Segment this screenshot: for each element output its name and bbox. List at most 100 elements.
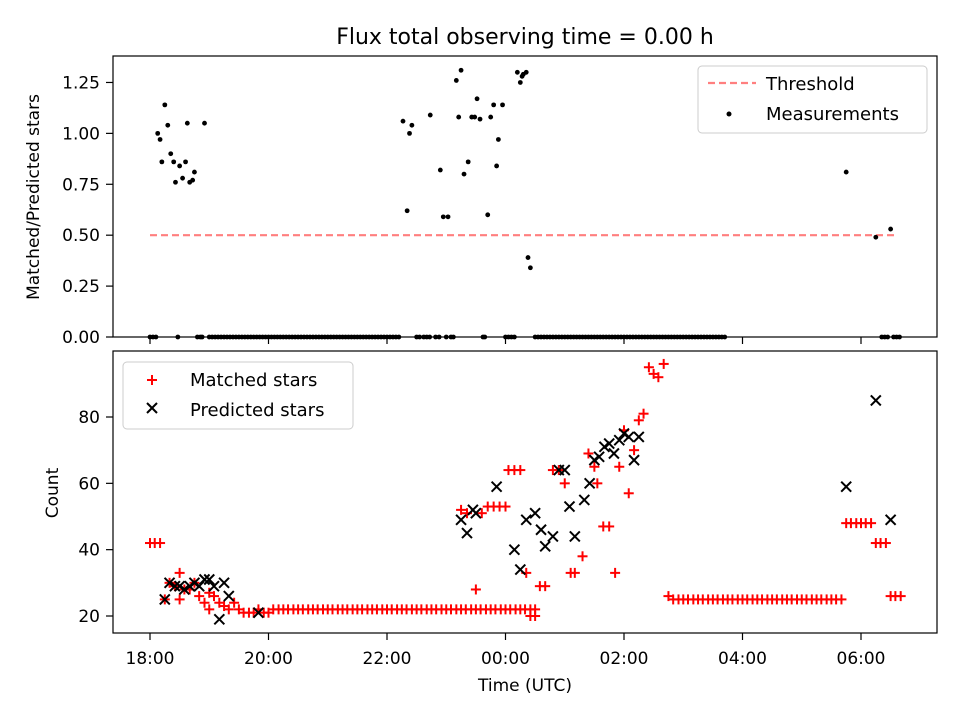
measurement-point: [168, 151, 174, 157]
matched-star-point: [569, 567, 580, 578]
predicted-star-point: [608, 447, 620, 460]
matched-star-point: [583, 448, 594, 459]
legend-measurements-marker: [726, 111, 732, 117]
matched-star-point: [658, 358, 669, 369]
top-y-tick-label: 0.25: [62, 277, 100, 297]
bottom-x-tick-label: 06:00: [837, 649, 886, 669]
predicted-star-point: [593, 451, 605, 463]
bottom-y-tick-label: 80: [78, 408, 100, 428]
measurement-point: [525, 255, 531, 260]
measurement-point: [477, 116, 483, 122]
measurement-point: [436, 334, 442, 340]
measurement-point: [192, 169, 197, 175]
measurement-point: [517, 80, 523, 85]
measurement-point: [514, 69, 520, 75]
bottom-plot-frame: [112, 350, 938, 634]
measurement-point: [153, 334, 159, 340]
predicted-star-point: [508, 543, 521, 556]
measurement-point: [400, 118, 406, 124]
measurement-point: [494, 163, 500, 169]
measurement-point: [155, 130, 161, 136]
measurement-point: [427, 112, 433, 118]
matched-star-point: [866, 518, 877, 529]
measurement-point: [888, 226, 894, 232]
measurement-point: [491, 102, 497, 108]
measurement-point: [897, 334, 902, 340]
predicted-star-point: [490, 480, 503, 493]
bottom-legend: Matched stars Predicted stars: [122, 361, 354, 430]
predicted-star-point: [583, 477, 596, 490]
measurement-point: [171, 159, 177, 165]
matched-star-point: [540, 581, 551, 592]
bottom-panel: 20 40 60 80 18:00 20:00 22:00 00:00 02:00 04:00 0…: [43, 350, 938, 696]
legend-threshold-label: Threshold: [765, 74, 855, 95]
top-y-tick-label: 1.00: [62, 124, 100, 144]
matched-star-point: [614, 461, 625, 472]
measurement-point: [162, 102, 168, 108]
predicted-star-point: [178, 583, 191, 596]
legend-predicted-label: Predicted stars: [190, 400, 324, 421]
predicted-star-point: [840, 480, 852, 493]
matched-star-point: [223, 604, 234, 615]
measurement-point: [472, 114, 478, 120]
predicted-star-point: [547, 530, 559, 543]
predicted-star-point: [535, 524, 547, 536]
matched-star-point: [895, 591, 906, 602]
matched-star-point: [638, 408, 649, 419]
bottom-y-axis: 20 40 60 80: [78, 408, 113, 627]
measurement-point: [873, 234, 879, 240]
measurement-point: [458, 67, 464, 73]
predicted-star-point: [470, 507, 482, 519]
matched-star-point: [592, 478, 603, 489]
legend-matched-label: Matched stars: [190, 370, 317, 391]
measurement-point: [456, 114, 462, 120]
matched-star-point: [515, 465, 526, 476]
matched-star-point: [174, 594, 185, 605]
matched-star-point: [643, 362, 654, 373]
predicted-star-point: [884, 514, 897, 526]
top-panel: Flux total observing time = 0.00 h 0.000…: [24, 25, 938, 348]
measurement-point: [511, 334, 517, 340]
matched-star-point: [836, 594, 847, 605]
predicted-star-point: [461, 527, 473, 539]
measurement-point: [199, 334, 205, 340]
predicted-star-point: [628, 454, 640, 466]
measurement-point: [450, 334, 456, 340]
bottom-x-tick-label: 00:00: [481, 649, 530, 669]
top-y-tick-label: 0.50: [62, 226, 100, 246]
top-y-axis-label: Matched/Predicted stars: [24, 94, 44, 300]
measurement-point: [180, 175, 185, 181]
measurement-point: [202, 120, 207, 126]
matched-star-point: [456, 504, 467, 515]
predicted-star-point: [623, 431, 635, 443]
predicted-star-point: [603, 437, 615, 450]
measurement-point: [843, 169, 849, 175]
matched-star-point: [880, 538, 891, 549]
measurement-point: [440, 214, 446, 220]
matched-star-point: [623, 488, 634, 499]
bottom-x-tick-label: 18:00: [126, 649, 175, 669]
matched-star-point: [174, 567, 185, 578]
predicted-star-point: [159, 593, 171, 606]
matched-star-point: [530, 611, 541, 621]
matched-star-point: [589, 461, 600, 472]
top-y-axis: 0.00 0.25 0.50 0.75 1.00 1.25: [62, 73, 113, 348]
measurement-point: [159, 159, 165, 165]
predicted-star-point: [163, 577, 176, 589]
predicted-star-point: [455, 514, 467, 526]
bottom-y-tick-label: 40: [78, 541, 100, 561]
top-y-tick-label: 0.00: [62, 328, 100, 348]
measurement-point: [437, 167, 443, 173]
bottom-x-tick-label: 02:00: [600, 649, 649, 669]
predicted-star-point: [569, 530, 581, 543]
predicted-star-point: [514, 563, 527, 576]
measurement-point: [482, 334, 488, 340]
measurement-point: [157, 137, 163, 142]
bottom-plot-area: [145, 358, 906, 626]
bottom-y-axis-label: Count: [43, 467, 63, 518]
predicted-star-point: [520, 514, 532, 526]
measurement-point: [885, 334, 891, 340]
predicted-star-point: [218, 577, 230, 589]
top-y-tick-label: 0.75: [62, 175, 100, 195]
